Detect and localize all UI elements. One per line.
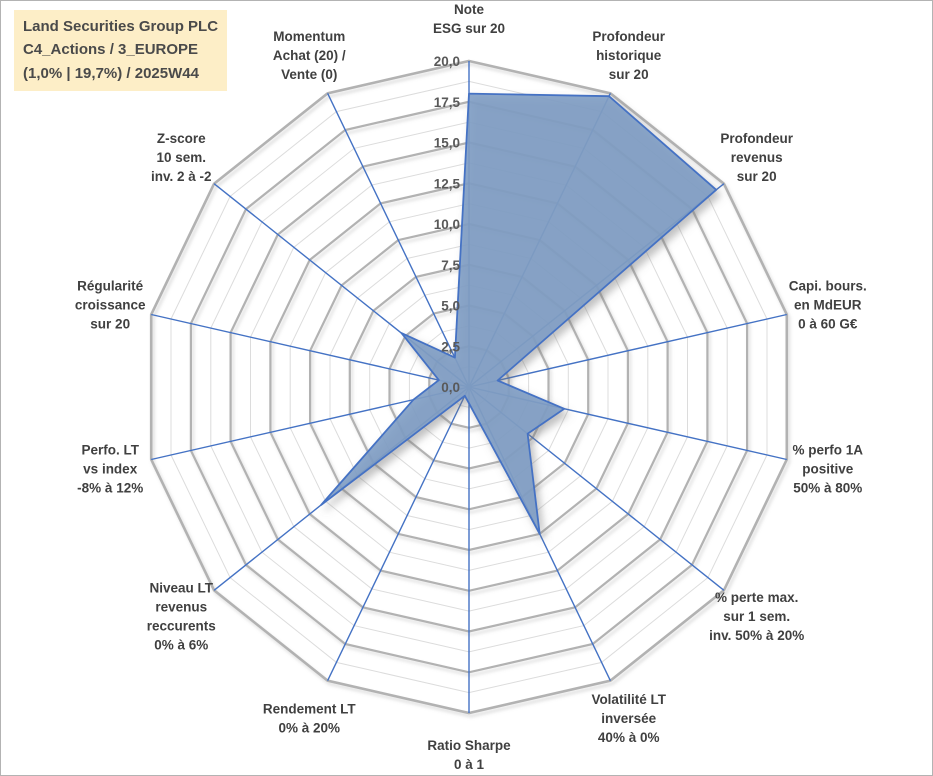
title-line-3: (1,0% | 19,7%) / 2025W44 bbox=[23, 64, 199, 82]
radial-tick-label: 7,5 bbox=[441, 258, 460, 273]
axis-label: Capi. bours. en MdEUR 0 à 60 G€ bbox=[789, 279, 867, 332]
axis-label: % perfo 1A positive 50% à 80% bbox=[793, 442, 864, 495]
axis-label: Z-score 10 sem. inv. 2 à -2 bbox=[151, 131, 212, 184]
radial-tick-label: 0,0 bbox=[441, 380, 460, 395]
radial-tick-labels: 20,0 17,5 15,0 12,5 10,0 7,5 5,0 2,5 0,0 bbox=[434, 54, 461, 395]
axis-spoke bbox=[326, 92, 470, 388]
axis-label: Régularité croissance sur 20 bbox=[75, 279, 146, 332]
axis-label: Perfo. LT vs index -8% à 12% bbox=[77, 442, 143, 495]
axis-spoke bbox=[326, 386, 470, 682]
chart-title-box: Land Securities Group PLC C4_Actions / 3… bbox=[14, 10, 228, 91]
axis-label: Note ESG sur 20 bbox=[433, 2, 505, 36]
axis-category-labels: Note ESG sur 20 Profondeur historique sur 20… bbox=[75, 2, 867, 772]
axis-label: Profondeur historique sur 20 bbox=[592, 29, 665, 82]
title-line-2: C4_Actions / 3_EUROPE bbox=[23, 41, 199, 59]
data-series bbox=[320, 92, 718, 535]
title-line-1: Land Securities Group PLC bbox=[23, 18, 219, 35]
radial-tick-label: 5,0 bbox=[441, 299, 460, 314]
axis-spoke bbox=[468, 313, 787, 388]
radial-tick-label: 20,0 bbox=[434, 54, 460, 69]
axis-label: Momentum Achat (20) / Vente (0) bbox=[273, 29, 346, 82]
axis-label: Volatilité LT inversée 40% à 0% bbox=[591, 692, 666, 745]
radial-tick-label: 15,0 bbox=[434, 136, 460, 151]
axis-label: Profondeur revenus sur 20 bbox=[720, 131, 793, 184]
axis-label: Rendement LT 0% à 20% bbox=[263, 702, 357, 736]
radial-tick-label: 10,0 bbox=[434, 217, 460, 232]
axis-label: % perte max. sur 1 sem. inv. 50% à 20% bbox=[709, 590, 804, 643]
axis-label: Ratio Sharpe 0 à 1 bbox=[427, 738, 511, 772]
radial-tick-label: 17,5 bbox=[434, 95, 461, 110]
axis-spoke bbox=[151, 313, 470, 388]
radar-data-polygon bbox=[320, 92, 718, 535]
radial-tick-label: 2,5 bbox=[441, 339, 460, 354]
radial-tick-label: 12,5 bbox=[434, 176, 461, 191]
axis-label: Niveau LT revenus reccurents 0% à 6% bbox=[147, 580, 216, 652]
